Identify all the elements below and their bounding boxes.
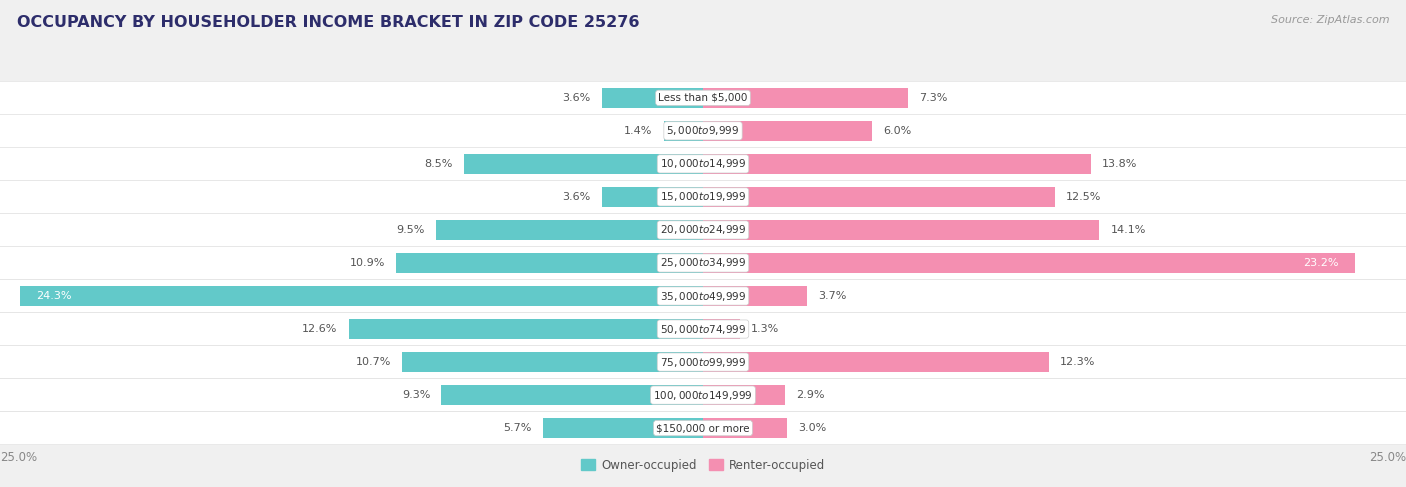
FancyBboxPatch shape bbox=[0, 346, 1406, 378]
Text: 3.0%: 3.0% bbox=[799, 423, 827, 433]
FancyBboxPatch shape bbox=[0, 280, 1406, 313]
Bar bbox=[703, 88, 908, 108]
Bar bbox=[602, 88, 703, 108]
Text: $20,000 to $24,999: $20,000 to $24,999 bbox=[659, 224, 747, 237]
Text: 2.9%: 2.9% bbox=[796, 390, 824, 400]
Bar bbox=[464, 154, 703, 174]
Bar bbox=[543, 418, 703, 438]
Text: $10,000 to $14,999: $10,000 to $14,999 bbox=[659, 157, 747, 170]
Text: 5.7%: 5.7% bbox=[503, 423, 531, 433]
Text: Source: ZipAtlas.com: Source: ZipAtlas.com bbox=[1271, 15, 1389, 25]
FancyBboxPatch shape bbox=[0, 378, 1406, 412]
Bar bbox=[436, 220, 703, 240]
Text: 12.3%: 12.3% bbox=[1060, 357, 1095, 367]
Legend: Owner-occupied, Renter-occupied: Owner-occupied, Renter-occupied bbox=[576, 454, 830, 476]
Text: $25,000 to $34,999: $25,000 to $34,999 bbox=[659, 257, 747, 269]
Bar bbox=[703, 121, 872, 141]
Bar bbox=[703, 253, 1355, 273]
Bar bbox=[402, 352, 703, 372]
Text: 12.6%: 12.6% bbox=[302, 324, 337, 334]
Text: 25.0%: 25.0% bbox=[0, 451, 37, 464]
FancyBboxPatch shape bbox=[0, 180, 1406, 213]
Text: 25.0%: 25.0% bbox=[1369, 451, 1406, 464]
Text: 23.2%: 23.2% bbox=[1303, 258, 1339, 268]
Text: 9.5%: 9.5% bbox=[396, 225, 425, 235]
Text: 13.8%: 13.8% bbox=[1102, 159, 1137, 169]
Text: OCCUPANCY BY HOUSEHOLDER INCOME BRACKET IN ZIP CODE 25276: OCCUPANCY BY HOUSEHOLDER INCOME BRACKET … bbox=[17, 15, 640, 30]
FancyBboxPatch shape bbox=[0, 246, 1406, 280]
FancyBboxPatch shape bbox=[0, 412, 1406, 445]
Text: 12.5%: 12.5% bbox=[1066, 192, 1101, 202]
Bar bbox=[703, 220, 1099, 240]
Text: $150,000 or more: $150,000 or more bbox=[657, 423, 749, 433]
Text: $100,000 to $149,999: $100,000 to $149,999 bbox=[654, 389, 752, 402]
Bar bbox=[703, 187, 1054, 207]
Bar bbox=[703, 319, 740, 339]
Bar bbox=[664, 121, 703, 141]
Text: 10.9%: 10.9% bbox=[350, 258, 385, 268]
Text: $75,000 to $99,999: $75,000 to $99,999 bbox=[659, 356, 747, 369]
Text: 3.7%: 3.7% bbox=[818, 291, 846, 301]
Text: $15,000 to $19,999: $15,000 to $19,999 bbox=[659, 190, 747, 204]
FancyBboxPatch shape bbox=[0, 81, 1406, 114]
Text: 9.3%: 9.3% bbox=[402, 390, 430, 400]
Text: $50,000 to $74,999: $50,000 to $74,999 bbox=[659, 322, 747, 336]
Bar bbox=[703, 385, 785, 405]
Bar bbox=[703, 352, 1049, 372]
Text: 14.1%: 14.1% bbox=[1111, 225, 1146, 235]
Text: 1.3%: 1.3% bbox=[751, 324, 779, 334]
Text: 10.7%: 10.7% bbox=[356, 357, 391, 367]
Text: $5,000 to $9,999: $5,000 to $9,999 bbox=[666, 124, 740, 137]
Bar bbox=[441, 385, 703, 405]
Text: 1.4%: 1.4% bbox=[624, 126, 652, 136]
Text: $35,000 to $49,999: $35,000 to $49,999 bbox=[659, 289, 747, 302]
FancyBboxPatch shape bbox=[0, 114, 1406, 148]
Bar bbox=[396, 253, 703, 273]
FancyBboxPatch shape bbox=[0, 313, 1406, 346]
Bar bbox=[20, 286, 703, 306]
Bar bbox=[703, 154, 1091, 174]
Bar bbox=[349, 319, 703, 339]
FancyBboxPatch shape bbox=[0, 148, 1406, 180]
Text: 3.6%: 3.6% bbox=[562, 192, 591, 202]
FancyBboxPatch shape bbox=[0, 213, 1406, 246]
Text: 3.6%: 3.6% bbox=[562, 93, 591, 103]
Text: 24.3%: 24.3% bbox=[37, 291, 72, 301]
Text: 7.3%: 7.3% bbox=[920, 93, 948, 103]
Text: 8.5%: 8.5% bbox=[425, 159, 453, 169]
Bar bbox=[703, 286, 807, 306]
Bar bbox=[703, 418, 787, 438]
Text: Less than $5,000: Less than $5,000 bbox=[658, 93, 748, 103]
Text: 6.0%: 6.0% bbox=[883, 126, 911, 136]
Bar bbox=[602, 187, 703, 207]
